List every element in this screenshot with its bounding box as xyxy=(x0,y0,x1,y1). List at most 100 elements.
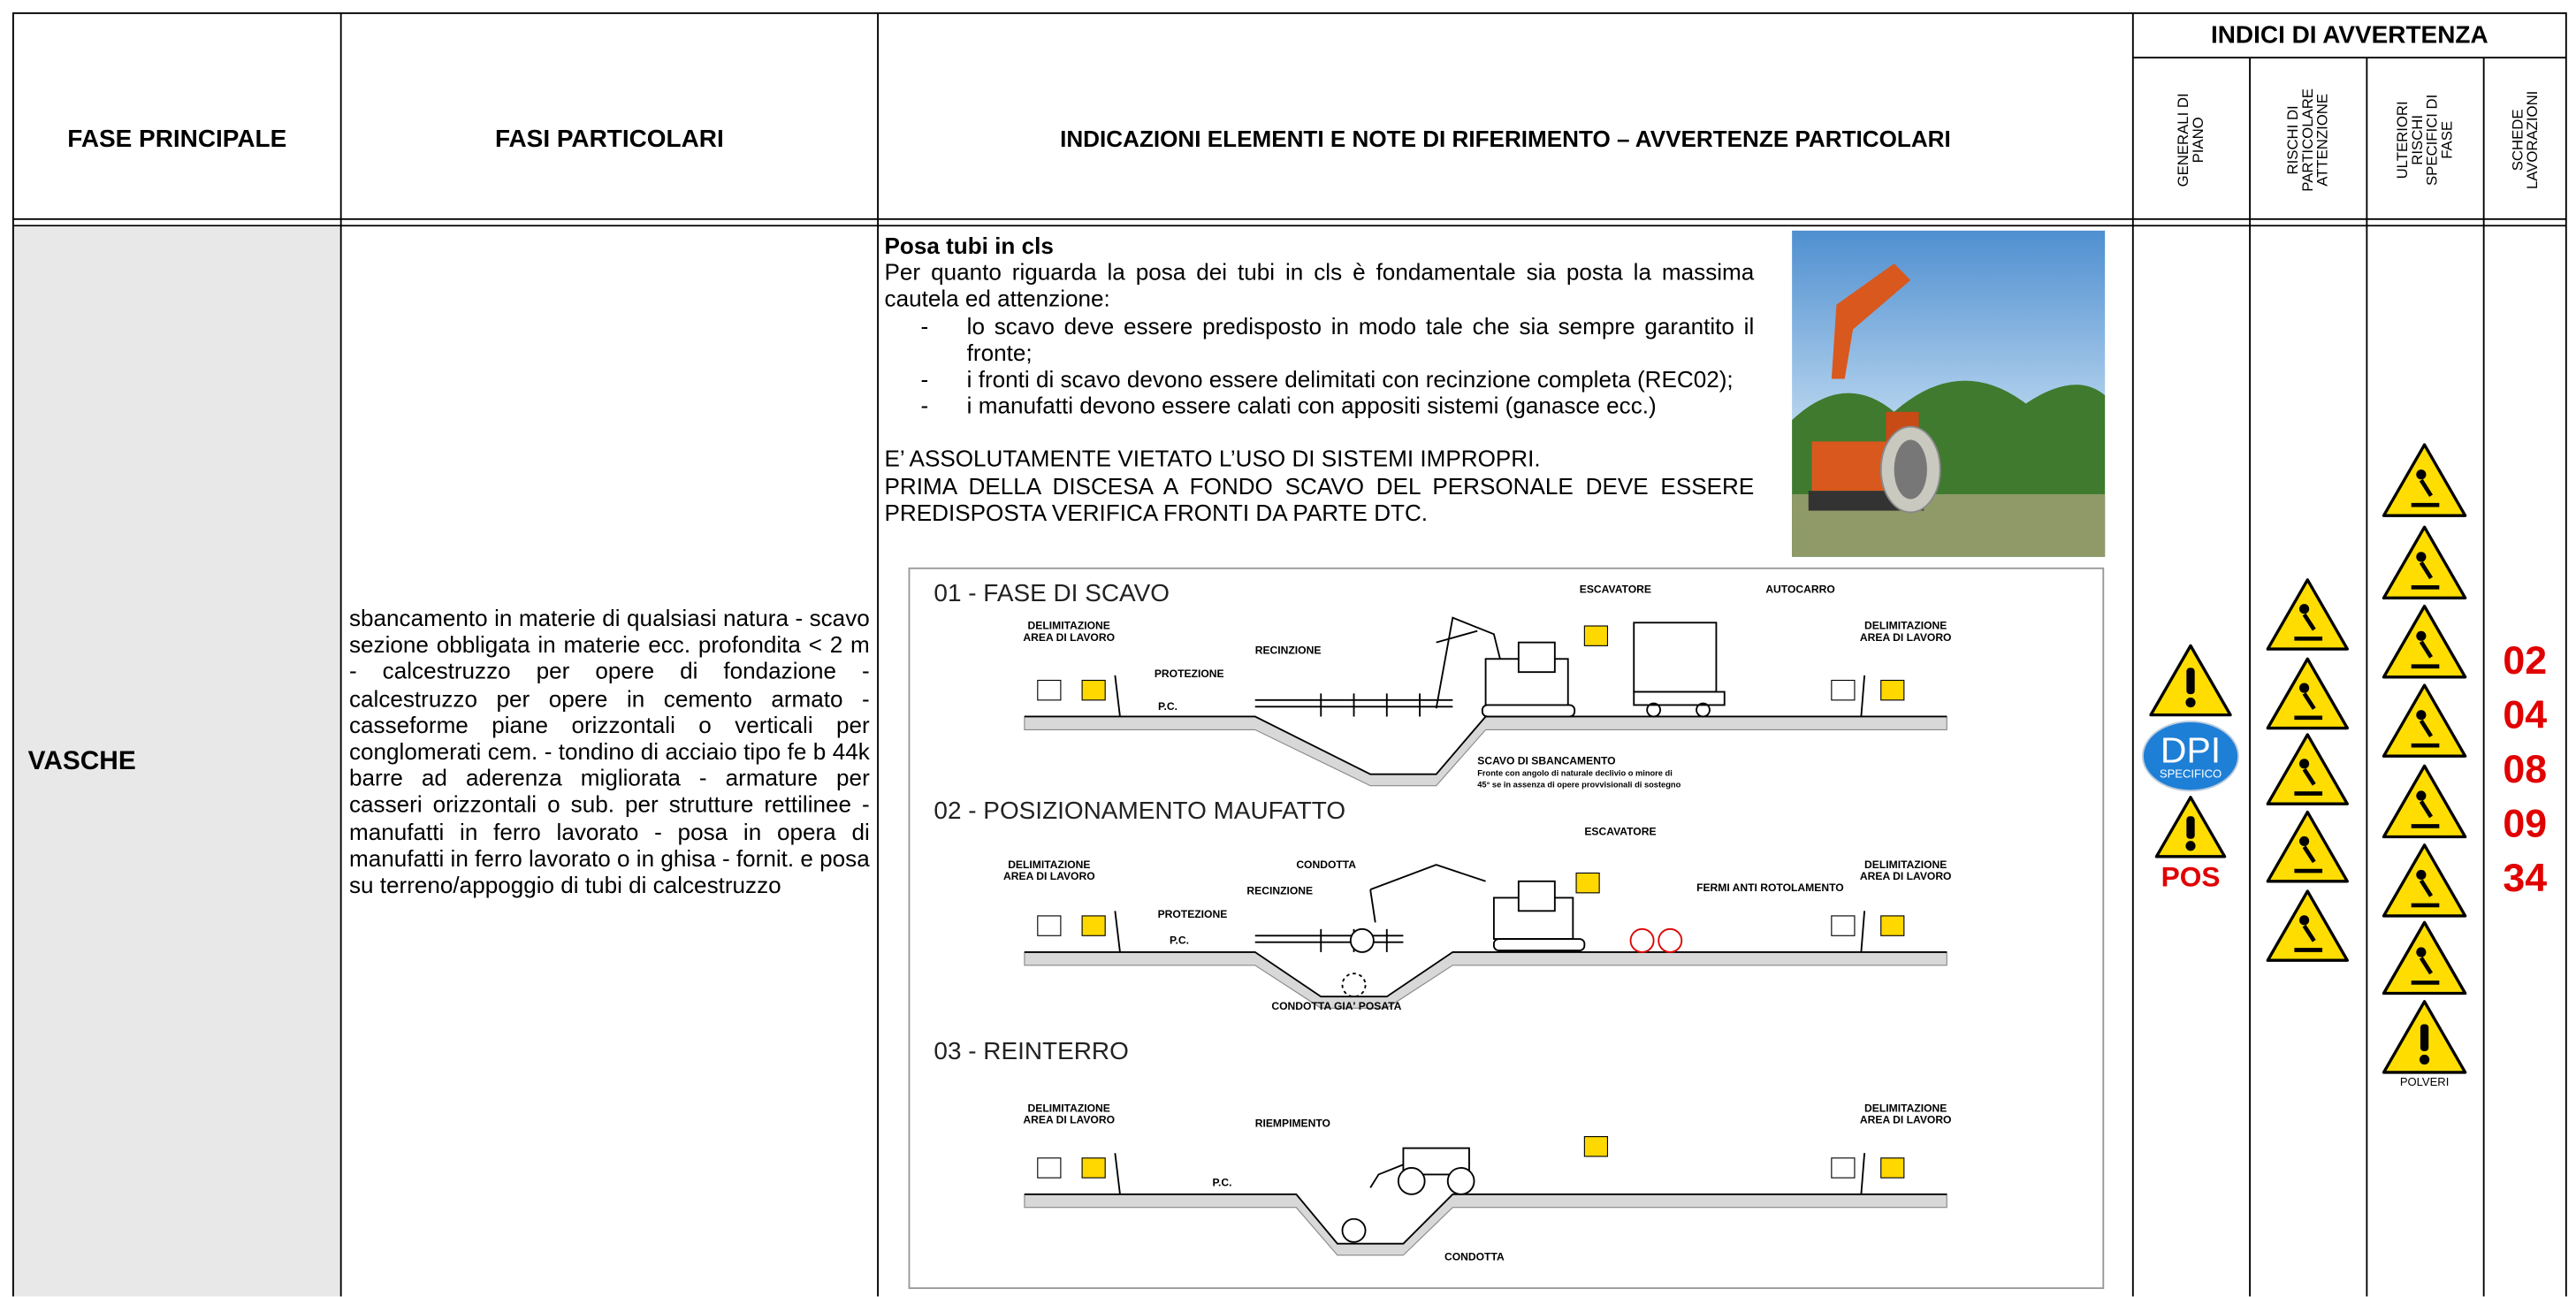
diagram-label: AREA DI LAVORO xyxy=(1023,1114,1115,1126)
warning-sign xyxy=(2266,810,2349,883)
sign-glyph xyxy=(2298,759,2310,769)
sign-icon xyxy=(1880,915,1905,936)
diagram-label: AREA DI LAVORO xyxy=(1860,631,1952,644)
header-cell: INDICAZIONI ELEMENTI E NOTE DI RIFERIMEN… xyxy=(1060,125,1951,152)
bullet: - xyxy=(920,392,929,419)
sign-glyph xyxy=(2185,697,2196,708)
sign-icon xyxy=(1583,625,1609,646)
diagram-label: FERMI ANTI ROTOLAMENTO xyxy=(1696,881,1844,894)
list-item: - i fronti di scavo devono essere delimit… xyxy=(921,366,1755,393)
sub-header: LAVORAZIONI xyxy=(2524,91,2541,189)
header-cell: FASE PRINCIPALE xyxy=(67,124,287,153)
sign-icon xyxy=(1081,679,1106,701)
dpi-badge xyxy=(2142,721,2239,792)
sign-glyph xyxy=(2420,1024,2429,1051)
note-intro: Per quanto riguarda la posa dei tubi in … xyxy=(884,258,1755,312)
note-prima: PRIMA DELLA DISCESA A FONDO SCAVO DEL PE… xyxy=(884,472,1755,526)
sign-glyph xyxy=(2298,835,2310,846)
item: lo scavo deve essere predisposto in modo… xyxy=(966,312,1755,366)
diagram-label: CONDOTTA xyxy=(1444,1250,1505,1263)
sign-glyph xyxy=(2411,800,2440,828)
sub-header: SPECIFICI DI xyxy=(2424,95,2441,186)
sign-glyph xyxy=(2411,478,2440,507)
diagram-label: P.C. xyxy=(1170,935,1189,947)
scheda-number: 34 xyxy=(2503,857,2547,900)
sign-glyph xyxy=(2185,841,2196,851)
sign-glyph xyxy=(2294,692,2323,721)
sub-header: RISCHI xyxy=(2409,115,2426,165)
diagram-label: P.C. xyxy=(1158,700,1177,713)
diagram-label: AREA DI LAVORO xyxy=(1023,631,1115,644)
bullet: - xyxy=(920,365,929,393)
diagram-label: CONDOTTA GIA' POSATA xyxy=(1271,1000,1401,1012)
diagram-label: RECINZIONE xyxy=(1246,885,1313,897)
header-cell: FASI PARTICOLARI xyxy=(494,124,724,153)
warning-sign xyxy=(2382,683,2467,758)
note: Posa tubi in cls Per quanto riguarda la … xyxy=(885,233,1755,526)
diagram-label: AREA DI LAVORO xyxy=(1860,870,1952,882)
sign-glyph xyxy=(2416,552,2427,562)
diagram-label: ESCAVATORE xyxy=(1584,826,1656,838)
sign-icon xyxy=(1831,915,1856,936)
warning-sign xyxy=(2382,604,2467,679)
sub-header: ULTERIORI xyxy=(2394,101,2411,179)
list-item: - lo scavo deve essere predisposto in mod… xyxy=(921,312,1755,365)
diagram-label: SCAVO DI SBANCAMENTO xyxy=(1477,755,1615,767)
sign-glyph xyxy=(2186,816,2195,839)
warning-sign xyxy=(2266,733,2349,805)
sign-glyph xyxy=(2416,947,2427,957)
sub-header: ATTENZIONE xyxy=(2314,94,2331,187)
grid xyxy=(11,11,2567,1297)
warning-sign xyxy=(2382,920,2467,996)
sign-glyph xyxy=(2298,915,2310,926)
sign-icon xyxy=(1081,1157,1106,1179)
pos-label: POS xyxy=(2161,860,2221,892)
sign-glyph xyxy=(2294,613,2323,641)
sign-icon xyxy=(1880,1157,1905,1179)
diagram-title: 02 - POSIZIONAMENTO MAUFATTO xyxy=(934,797,1345,824)
diagram-label: RIEMPIMENTO xyxy=(1255,1117,1330,1129)
scheda-number: 09 xyxy=(2503,802,2547,845)
photo xyxy=(1792,230,2106,557)
warning-sign xyxy=(2266,889,2349,962)
sub-header: SCHEDE xyxy=(2509,109,2526,171)
diagram-label: CONDOTTA xyxy=(1296,858,1356,871)
sub-header: PIANO xyxy=(2190,117,2206,163)
sign-glyph xyxy=(2294,845,2323,874)
sign-glyph xyxy=(2419,1054,2430,1065)
diagram-label: DELIMITAZIONE xyxy=(1008,858,1090,871)
sign-glyph xyxy=(2416,710,2427,721)
warning-sign xyxy=(2266,578,2349,651)
sub-header: PARTICOLARE xyxy=(2299,88,2316,192)
diagram-label: P.C. xyxy=(1212,1176,1231,1188)
sign-icon xyxy=(1037,1157,1062,1179)
dpi-text: DPI xyxy=(2161,730,2221,771)
sign-icon xyxy=(1880,679,1905,701)
diagram-label: AREA DI LAVORO xyxy=(1003,870,1095,882)
sign-icon xyxy=(1583,1136,1609,1157)
sign-icon xyxy=(1037,679,1062,701)
warning-sign xyxy=(2382,525,2467,600)
diagram-label: DELIMITAZIONE xyxy=(1028,620,1110,632)
item: i fronti di scavo devono essere delimita… xyxy=(966,365,1734,393)
dpi-sub: SPECIFICO xyxy=(2160,767,2222,780)
sign-glyph xyxy=(2411,561,2440,590)
diagram-label: 45° se in assenza di opere provvisionali… xyxy=(1477,781,1680,790)
sub-header: GENERALI DI xyxy=(2175,93,2191,187)
diagram-label: DELIMITAZIONE xyxy=(1864,1102,1947,1115)
scheda-number: 02 xyxy=(2503,639,2547,683)
diagram-title: 01 - FASE DI SCAVO xyxy=(934,579,1170,607)
list-item: - i manufatti devono essere calati con ap… xyxy=(921,393,1755,419)
scheda-number: 04 xyxy=(2503,694,2547,737)
sub-header: RISCHI DI xyxy=(2284,105,2301,174)
sign-glyph xyxy=(2411,957,2440,985)
scheda-number: 08 xyxy=(2503,748,2547,791)
sign-icon xyxy=(1831,679,1856,701)
sign-icon xyxy=(1081,915,1106,936)
sign-icon xyxy=(1037,915,1062,936)
diagram-label: Fronte con angolo di naturale declivio o… xyxy=(1477,769,1673,778)
warning-sign xyxy=(2382,843,2467,918)
sign-glyph xyxy=(2294,924,2323,952)
diagram-label: DELIMITAZIONE xyxy=(1864,620,1947,632)
